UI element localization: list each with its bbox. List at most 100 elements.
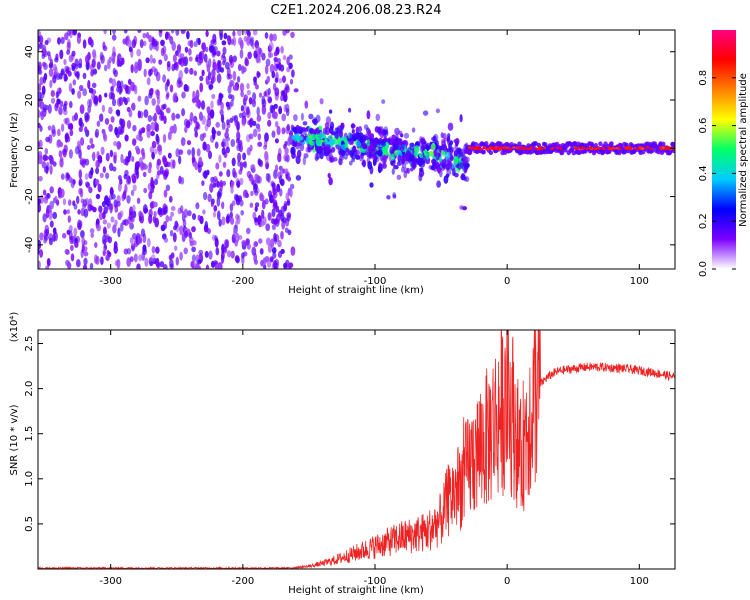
spectrogram-cell xyxy=(494,147,498,150)
spectrogram-cell xyxy=(240,90,244,98)
spectrogram-cell xyxy=(54,102,59,112)
spectrogram-cell xyxy=(150,121,156,131)
spectrogram-cell xyxy=(225,127,229,133)
snr-y-label: SNR (10 * v/v) xyxy=(9,404,20,475)
spectrogram-cell xyxy=(86,144,91,151)
spectrogram-cell xyxy=(264,154,269,165)
spectrogram-cell xyxy=(94,178,100,186)
spectrogram-cell xyxy=(125,177,130,185)
spectrogram-cell xyxy=(196,265,202,269)
spectrogram-cell xyxy=(177,77,182,85)
y-tick-label: 1.5 xyxy=(24,426,35,442)
spectrogram-cell xyxy=(244,58,250,67)
spectrogram-cell xyxy=(140,228,146,237)
spectrogram-cell xyxy=(124,134,129,142)
spectrogram-cell xyxy=(367,160,373,170)
spectrogram-cell xyxy=(169,258,174,268)
spectrogram-cell xyxy=(386,195,391,200)
spectrogram-cell xyxy=(79,104,85,115)
spectrogram-cell xyxy=(166,63,171,72)
colorbar-tick-label: 0.2 xyxy=(698,213,709,229)
spectrogram-cell xyxy=(68,225,73,232)
spectrogram-cell xyxy=(517,141,522,147)
spectrogram-cell xyxy=(51,129,57,137)
spectrogram-cell xyxy=(39,101,45,110)
spectrogram-cell xyxy=(74,241,79,248)
spectrogram-cell xyxy=(198,249,204,256)
spectrogram-cell xyxy=(77,222,82,231)
spectrogram-cell xyxy=(382,154,389,161)
spectrogram-cell xyxy=(232,36,237,46)
spectrogram-frame xyxy=(37,29,676,270)
spectrogram-cell xyxy=(109,162,114,172)
spectrogram-cell xyxy=(162,155,167,163)
spectrogram-cell xyxy=(184,126,188,134)
spectrogram-cell xyxy=(226,169,231,178)
spectrogram-cell xyxy=(451,170,456,176)
spectrogram-cell xyxy=(229,203,234,212)
spectrogram-cell xyxy=(177,44,182,53)
spectrogram-cell xyxy=(274,87,280,97)
spectrogram-cell xyxy=(390,160,394,166)
spectrogram-cell xyxy=(249,144,253,152)
spectrogram-cell xyxy=(543,146,547,150)
spectrogram-cell xyxy=(80,249,84,259)
spectrogram-cell xyxy=(270,257,274,263)
spectrogram-cell xyxy=(559,147,563,151)
spectrogram-cell xyxy=(267,243,272,253)
spectrogram-cell xyxy=(191,155,196,164)
spectrogram-cell xyxy=(78,126,83,132)
spectrogram-cell xyxy=(49,159,54,165)
spectrogram-cell xyxy=(382,129,389,136)
spectrogram-cell xyxy=(45,165,49,175)
spectrogram-cell xyxy=(136,263,141,269)
spectrogram-cell xyxy=(216,191,222,198)
spectrogram-cell xyxy=(254,259,258,265)
colorbar-tick-label: 0.6 xyxy=(698,118,709,134)
spectrogram-cell xyxy=(143,109,149,118)
x-tick-label: -100 xyxy=(364,576,387,587)
spectrogram-cell xyxy=(219,32,223,41)
spectrogram-cell xyxy=(283,262,288,269)
spectrogram-cell xyxy=(150,87,154,94)
spectrogram-cell xyxy=(170,211,175,217)
y-tick-label: 1.0 xyxy=(24,471,35,487)
spectrogram-cell xyxy=(207,193,212,203)
spectrogram-cell xyxy=(178,58,183,65)
spectrogram-cell xyxy=(271,247,277,254)
spectrogram-cell xyxy=(288,262,294,268)
spectrogram-cell xyxy=(89,137,94,145)
spectrogram-cell xyxy=(234,255,240,263)
spectrogram-cell xyxy=(278,77,283,84)
spectrogram-cell xyxy=(255,84,259,90)
spectrogram-cell xyxy=(243,160,248,169)
spectrogram-cell xyxy=(191,97,197,104)
spectrogram-cell xyxy=(236,129,240,140)
spectrogram-cell xyxy=(330,146,336,154)
spectrogram-cell xyxy=(138,135,143,142)
spectrogram-cell xyxy=(117,126,123,135)
spectrogram-cell xyxy=(349,133,353,140)
spectrogram-cell xyxy=(208,250,213,260)
spectrogram-cell xyxy=(229,79,233,89)
spectrogram-cell xyxy=(453,155,459,165)
spectrogram-cell xyxy=(104,92,108,98)
spectrogram-cell xyxy=(231,200,236,206)
spectrogram-cell xyxy=(63,73,68,82)
spectrogram-cell xyxy=(597,147,601,150)
spectrogram-cell xyxy=(173,225,177,231)
spectrogram-cell xyxy=(102,131,107,140)
spectrogram-cell xyxy=(229,117,234,124)
spectrogram-cell xyxy=(639,146,643,149)
spectrogram-cell xyxy=(260,194,265,202)
spectrogram-cell xyxy=(115,109,120,116)
spectrogram-cell xyxy=(186,30,190,40)
spectrogram-cell xyxy=(60,68,65,76)
spectrogram-cell xyxy=(59,156,64,162)
spectrogram-cell xyxy=(118,85,123,95)
spectrogram-cell xyxy=(241,240,247,246)
spectrogram-cell xyxy=(58,106,63,116)
spectrogram-cell xyxy=(257,57,262,64)
spectrogram-cell xyxy=(48,233,53,241)
spectrogram-cell xyxy=(98,205,103,213)
